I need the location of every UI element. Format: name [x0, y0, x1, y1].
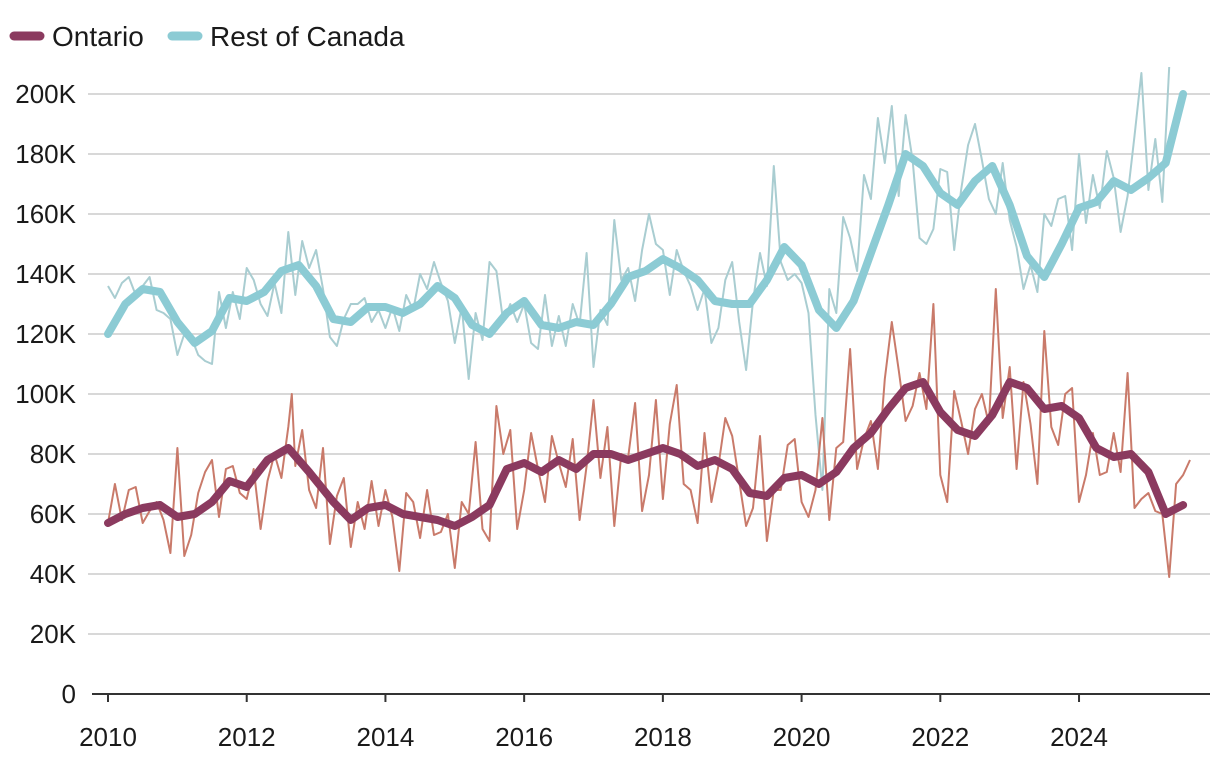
- series-rest-of-canada-smoothed-line: [104, 90, 1188, 347]
- x-tick-label: 2020: [773, 722, 831, 752]
- x-tick-label: 2022: [911, 722, 969, 752]
- x-tick-label: 2016: [495, 722, 553, 752]
- legend-label-rest-of-canada: Rest of Canada: [210, 21, 405, 52]
- x-tick-label: 2024: [1050, 722, 1108, 752]
- legend-entry-ontario: Ontario: [9, 21, 144, 52]
- y-tick-label: 160K: [15, 199, 76, 229]
- y-tick-label: 100K: [15, 379, 76, 409]
- y-tick-label: 80K: [30, 439, 77, 469]
- series-ontario-monthly-line: [107, 288, 1191, 578]
- x-tick-label: 2012: [218, 722, 276, 752]
- y-axis-tick-labels: 0 20K 40K 60K 80K 100K 120K 140K 160K 180K 200K: [15, 79, 76, 709]
- x-axis: [92, 693, 1210, 702]
- y-tick-label: 0: [62, 679, 76, 709]
- legend-label-ontario: Ontario: [52, 21, 144, 52]
- gridlines: [88, 93, 1210, 635]
- x-tick-label: 2018: [634, 722, 692, 752]
- x-axis-tick-labels: 2010 2012 2014 2016 2018 2020 2022 2024: [79, 722, 1108, 752]
- x-tick-label: 2014: [357, 722, 415, 752]
- x-tick-label: 2010: [79, 722, 137, 752]
- y-tick-label: 40K: [30, 559, 77, 589]
- series-rest-of-canada-monthly-line: [107, 66, 1171, 491]
- legend: Ontario Rest of Canada: [9, 21, 405, 52]
- plot-area: [104, 66, 1191, 578]
- y-tick-label: 120K: [15, 319, 76, 349]
- y-tick-label: 20K: [30, 619, 77, 649]
- y-tick-label: 60K: [30, 499, 77, 529]
- y-tick-label: 180K: [15, 139, 76, 169]
- y-tick-label: 200K: [15, 79, 76, 109]
- series-ontario-smoothed-line: [104, 378, 1188, 530]
- y-tick-label: 140K: [15, 259, 76, 289]
- legend-entry-rest-of-canada: Rest of Canada: [167, 21, 405, 52]
